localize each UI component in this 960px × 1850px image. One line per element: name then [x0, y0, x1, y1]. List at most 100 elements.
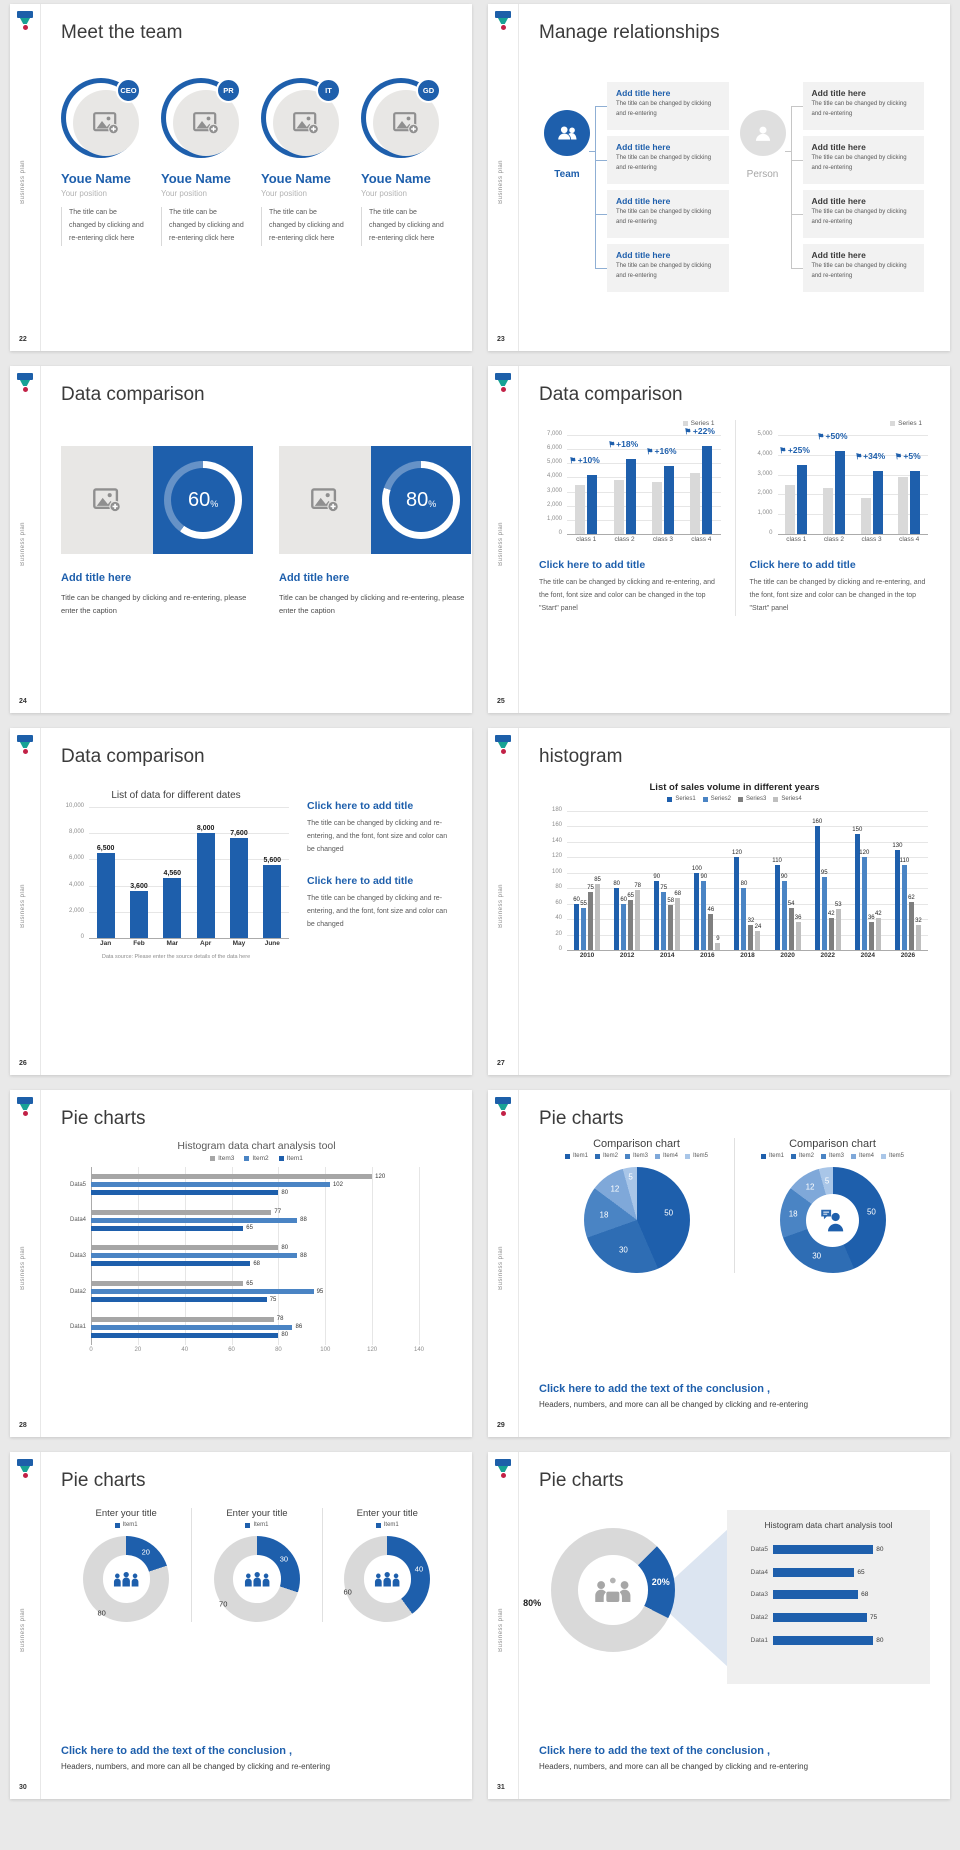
chart-title: Histogram data chart analysis tool [177, 1140, 336, 1152]
slide-content: Pie charts Histogram data chart analysis… [41, 1090, 472, 1437]
bar [690, 473, 701, 534]
gridline [567, 463, 721, 465]
page-number: 22 [19, 336, 27, 343]
page-number: 28 [19, 1422, 27, 1429]
y-tick-label: 3,000 [757, 470, 773, 477]
slice-label: 20% [651, 1577, 670, 1588]
legend-label: Item2 [798, 1153, 814, 1159]
legend-marker [594, 1153, 600, 1159]
donut-hole [806, 1193, 859, 1247]
legend-label: Item1 [286, 1155, 303, 1162]
x-tick-label: 2026 [900, 952, 916, 959]
slide-content: Data comparison Series 1 0 1,000 2,000 3,00… [519, 366, 950, 713]
legend-item: Item5 [881, 1153, 904, 1159]
legend-marker [738, 796, 743, 802]
bar-value-label: 80 [281, 1189, 289, 1196]
people-group-icon [112, 1569, 140, 1590]
slide-29-pie-charts[interactable]: Business plan 29 Pie charts Comparison c… [488, 1090, 950, 1437]
bar [797, 464, 808, 534]
progress-ring: 60% [164, 461, 243, 539]
x-tick-label: 20 [134, 1347, 142, 1353]
person-chat-icon [817, 1208, 849, 1232]
legend-label: Item1 [572, 1153, 588, 1159]
team-member-card: PR Youe Name Your position The title can be… [161, 78, 252, 246]
row-label: Data5 [750, 1545, 768, 1553]
slide-preview-grid: Business plan 22 Meet the team CEO Youe N… [10, 4, 950, 1799]
slide-25-data-comparison[interactable]: Business plan 25 Data comparison Series … [488, 366, 950, 713]
slice-label: 30 [279, 1554, 289, 1564]
slice-label: 40 [414, 1564, 424, 1574]
sidebar-label: Business plan [498, 160, 504, 204]
flag-icon: ⚑ [894, 451, 903, 462]
people-group-icon [243, 1569, 271, 1590]
gridline [89, 807, 289, 808]
legend-item: Item2 [244, 1155, 269, 1162]
conclusion-body: Headers, numbers, and more can all be ch… [539, 1762, 809, 1771]
member-name: Youe Name [261, 171, 331, 186]
title-boxes: Add title here The title can be changed b… [790, 82, 924, 292]
bar: 95 [821, 870, 828, 950]
y-tick-label: 1,000 [546, 515, 562, 522]
bar-value-label: 42 [874, 910, 882, 917]
slide-title: Manage relationships [539, 22, 720, 43]
legend-item: Item4 [851, 1153, 874, 1159]
donut-chart: 40 60 [343, 1536, 431, 1622]
bar: 160 [812, 819, 822, 950]
bar-value-label: 80 [281, 1244, 289, 1251]
legend-item: Item3 [210, 1155, 234, 1162]
y-tick-label: 120 [551, 853, 562, 860]
legend-marker [244, 1156, 250, 1161]
slice-label: 60 [343, 1587, 352, 1597]
annotation-text: +50% [825, 430, 848, 441]
bar-row: Data3 80 88 68 [61, 1245, 419, 1267]
sidebar-label: Business plan [498, 1246, 504, 1290]
bar: 32 [748, 918, 754, 950]
bar: 150 [852, 827, 862, 950]
beam-shape [665, 1528, 729, 1668]
gridline [567, 449, 721, 451]
bar-value-label: 3,600 [130, 882, 148, 890]
slide-sidebar: Business plan 28 [10, 1090, 41, 1437]
donut-block: Enter your title Item1 30 70 [191, 1508, 321, 1622]
bar [91, 1209, 272, 1215]
block-body: The title can be changed by clicking and… [749, 579, 926, 612]
legend-item: Series 1 [682, 420, 715, 427]
y-tick-label: 40 [555, 915, 562, 922]
gridline [89, 911, 289, 913]
bar-value-label: 58 [667, 898, 675, 905]
flag-icon: ⚑ [854, 451, 863, 462]
slide-27-histogram[interactable]: Business plan 27 histogram List of sales… [488, 728, 950, 1075]
slide-28-pie-charts[interactable]: Business plan 28 Pie charts Histogram da… [10, 1090, 472, 1437]
title-boxes: Add title here The title can be changed b… [595, 82, 729, 292]
legend-marker [773, 796, 779, 802]
slide-22-meet-the-team[interactable]: Business plan 22 Meet the team CEO Youe N… [10, 4, 472, 351]
member-position: Your position [361, 189, 407, 198]
slide-30-pie-charts[interactable]: Business plan 30 Pie charts Enter your t… [10, 1452, 472, 1799]
slide-26-data-comparison[interactable]: Business plan 26 Data comparison List of… [10, 728, 472, 1075]
team-circle [544, 110, 590, 156]
bar [625, 459, 636, 534]
bar-value-label: 90 [780, 873, 788, 880]
x-tick-label: 140 [413, 1347, 424, 1353]
bar [785, 484, 796, 534]
title-box: Add title here The title can be changed b… [790, 244, 924, 292]
bar: 58 [667, 898, 674, 950]
chart-title: Enter your title [356, 1508, 418, 1519]
bar [898, 476, 909, 534]
slice-label: 18 [788, 1209, 798, 1219]
row-label: Data2 [750, 1614, 768, 1622]
page-number: 31 [497, 1784, 505, 1791]
slide-content: Pie charts 20% 80% Histogram data chart a… [519, 1452, 950, 1799]
bar [91, 1217, 298, 1223]
bar-value-label: 90 [700, 873, 708, 880]
bar: 6,500 [96, 845, 115, 938]
slide-23-manage-relationships[interactable]: Business plan 23 Manage relationships Te… [488, 4, 950, 351]
member-description: The title can be changed by clicking and… [161, 207, 245, 246]
brand-logo-icon [495, 1097, 511, 1119]
slide-24-data-comparison[interactable]: Business plan 24 Data comparison 60% Add … [10, 366, 472, 713]
slide-31-pie-charts[interactable]: Business plan 31 Pie charts 20% 80% Histo… [488, 1452, 950, 1799]
image-placeholder [279, 446, 372, 554]
legend-item: Item1 [278, 1155, 303, 1162]
title-box: Add title here The title can be changed b… [595, 244, 729, 292]
bar-value-label: 88 [300, 1252, 307, 1259]
